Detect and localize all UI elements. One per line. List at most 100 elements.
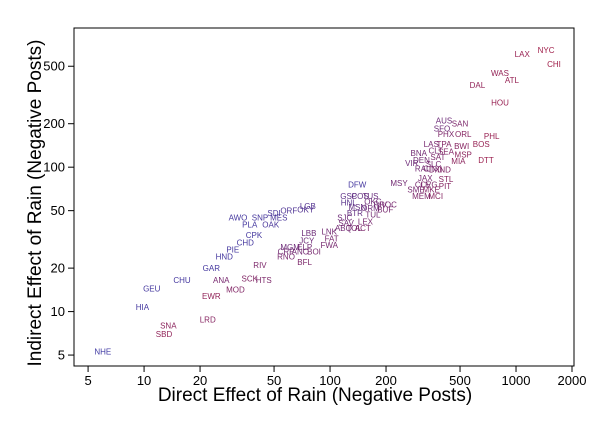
point-label: SBD xyxy=(156,330,173,339)
point-label: ATL xyxy=(505,76,520,85)
y-axis-label: Indirect Effect of Rain (Negative Posts) xyxy=(25,39,46,366)
point-label: SLC xyxy=(426,160,442,169)
point-label: ORM xyxy=(361,204,380,213)
point-label: SEA xyxy=(438,148,455,157)
point-label: SAT xyxy=(430,153,445,162)
point-label: ROC xyxy=(379,201,397,210)
point-label: RAL xyxy=(415,164,431,173)
x-tick-label: 200 xyxy=(375,373,397,388)
point-label: RNO xyxy=(277,253,295,262)
point-label: MEM xyxy=(412,192,431,201)
y-tick-label: 200 xyxy=(43,116,65,131)
point-label: HIA xyxy=(136,303,150,312)
point-label: SNP xyxy=(252,213,268,222)
point-label: CRP xyxy=(278,248,295,257)
y-tick-label: 20 xyxy=(51,261,65,276)
point-label: MSP xyxy=(455,151,472,160)
x-tick-label: 100 xyxy=(319,373,341,388)
point-label: TUL xyxy=(365,211,381,220)
x-axis: 5 10 20 50 100 200 500 1000 2000 xyxy=(84,366,586,388)
point-label: BNA xyxy=(411,149,428,158)
point-label: MIA xyxy=(451,157,466,166)
point-label: LRD xyxy=(200,316,216,325)
plot-area-frame xyxy=(73,27,575,367)
point-label: BOS xyxy=(473,140,490,149)
point-label: CVG xyxy=(420,180,437,189)
y-axis: 5 10 20 50 100 200 500 xyxy=(43,59,74,363)
y-tick-label: 5 xyxy=(58,348,65,363)
point-label: HND xyxy=(216,253,234,262)
point-label: VIR xyxy=(405,159,419,168)
point-label: PLA xyxy=(242,221,258,230)
point-label: TPA xyxy=(437,140,453,149)
point-label: STL xyxy=(439,175,454,184)
point-label: SDI xyxy=(267,209,280,218)
point-label: AWO xyxy=(229,213,248,222)
x-tick-label: 20 xyxy=(193,373,207,388)
point-label: BUF xyxy=(377,205,393,214)
point-label: MES xyxy=(270,213,287,222)
point-label: MKE xyxy=(423,186,440,195)
point-label: PHX xyxy=(438,130,455,139)
point-label: CPK xyxy=(246,231,263,240)
point-label: MCI xyxy=(428,192,443,201)
point-label: CIN xyxy=(423,164,437,173)
y-tick-label: 50 xyxy=(51,203,65,218)
point-label: FWA xyxy=(320,241,338,250)
point-label: PHL xyxy=(484,132,500,141)
x-tick-label: 50 xyxy=(267,373,281,388)
point-label: CLT xyxy=(428,147,443,156)
x-tick-label: 5 xyxy=(84,373,91,388)
point-label: SAV xyxy=(338,219,354,228)
point-label: BWI xyxy=(454,142,469,151)
point-label: MGM xyxy=(280,243,300,252)
point-label: HOU xyxy=(491,99,509,108)
point-label: SJC xyxy=(337,213,352,222)
point-label: EWR xyxy=(202,292,221,301)
point-label: HTS xyxy=(256,276,272,285)
point-label: MSN xyxy=(348,203,366,212)
point-label: IND xyxy=(437,166,451,175)
point-label: MSY xyxy=(390,179,408,188)
point-label: ANC xyxy=(292,248,309,257)
y-tick-label: 100 xyxy=(43,160,65,175)
x-tick-label: 2000 xyxy=(558,373,587,388)
point-label: PIE xyxy=(226,245,239,254)
point-label: RIV xyxy=(253,261,267,270)
point-label: ABQ xyxy=(335,224,352,233)
point-label: SNA xyxy=(160,322,177,331)
point-label: GSP xyxy=(340,192,357,201)
point-label: RIV xyxy=(373,201,387,210)
point-label: LNK xyxy=(321,227,337,236)
point-label: PIT xyxy=(439,182,452,191)
point-label: BOI xyxy=(307,248,321,257)
point-label: BFL xyxy=(297,258,312,267)
point-label: COS xyxy=(351,192,368,201)
point-label: CHI xyxy=(547,60,561,69)
point-label: ELP xyxy=(297,243,312,252)
point-label: ACT xyxy=(355,224,371,233)
point-label: LBB xyxy=(301,229,316,238)
point-label: SME xyxy=(407,186,424,195)
point-label: DFW xyxy=(348,180,367,189)
point-label: CHD xyxy=(237,239,255,248)
x-tick-label: 500 xyxy=(449,373,471,388)
point-label: JAX xyxy=(418,174,433,183)
point-label: DTT xyxy=(478,156,494,165)
point-label: LAX xyxy=(515,50,531,59)
point-label: LGB xyxy=(300,202,316,211)
point-label: WAS xyxy=(491,69,509,78)
point-label: ORL xyxy=(455,130,472,139)
point-label: JCY xyxy=(299,237,315,246)
x-tick-label: 1000 xyxy=(502,373,531,388)
x-axis-label: Direct Effect of Rain (Negative Posts) xyxy=(158,385,472,406)
point-label: OAK xyxy=(262,221,280,230)
point-label: GAR xyxy=(203,264,221,273)
point-label: SAN xyxy=(452,120,469,129)
point-label: LEX xyxy=(358,218,374,227)
point-label: CHU xyxy=(173,276,191,285)
point-label: HNL xyxy=(341,198,358,207)
point-label: DAL xyxy=(470,81,486,90)
